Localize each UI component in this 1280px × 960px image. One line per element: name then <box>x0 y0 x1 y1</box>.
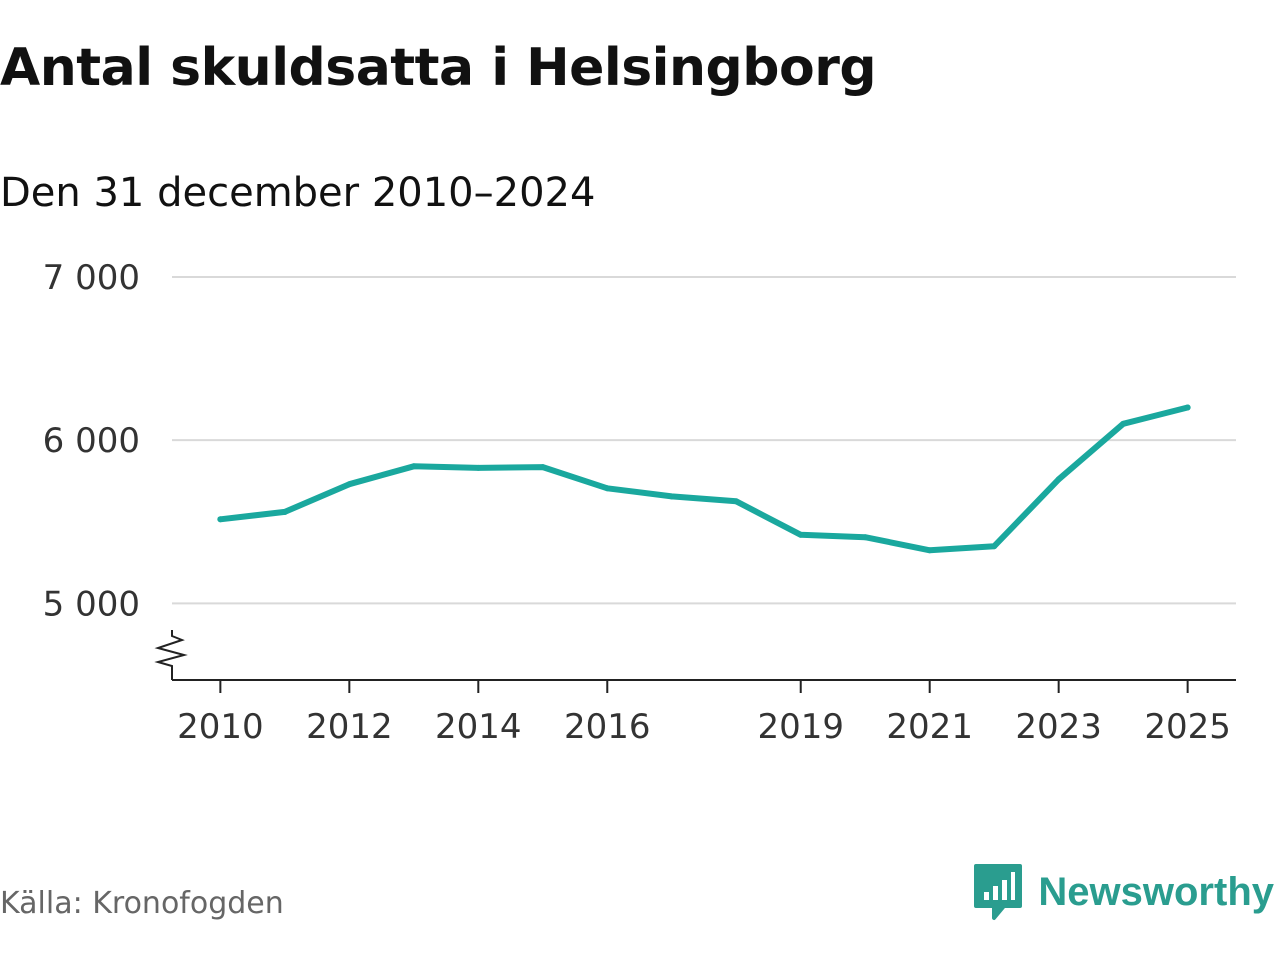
data-point <box>926 547 933 554</box>
newsworthy-logo-icon <box>974 864 1023 920</box>
data-point <box>281 508 288 515</box>
brand-name: Newsworthy <box>1038 869 1274 914</box>
data-point <box>1120 420 1127 427</box>
data-point <box>410 463 417 470</box>
data-point <box>668 493 675 500</box>
y-tick-label: 6 000 <box>43 421 140 461</box>
y-tick-label: 7 000 <box>43 258 140 298</box>
chart-title: Antal skuldsatta i Helsingborg <box>0 38 877 98</box>
x-tick-label: 2014 <box>435 707 522 747</box>
y-tick-label: 5 000 <box>43 584 140 624</box>
data-point <box>346 481 353 488</box>
data-point <box>539 464 546 471</box>
x-tick-label: 2010 <box>177 707 264 747</box>
data-point <box>862 534 869 541</box>
x-tick-label: 2021 <box>886 707 973 747</box>
series-line-0 <box>217 404 1191 554</box>
data-point <box>1055 476 1062 483</box>
x-tick-label: 2016 <box>564 707 651 747</box>
axis-break-icon <box>154 630 188 680</box>
data-point <box>217 516 224 523</box>
brand: Newsworthy <box>972 862 1274 922</box>
chart-subtitle: Den 31 december 2010–2024 <box>0 170 596 216</box>
data-point <box>475 464 482 471</box>
data-point <box>604 485 611 492</box>
data-point <box>1184 404 1191 411</box>
source-note: Källa: Kronofogden <box>0 886 284 921</box>
x-tick-label: 2012 <box>306 707 393 747</box>
data-point <box>991 543 998 550</box>
x-tick-label: 2023 <box>1015 707 1102 747</box>
x-tick-label: 2019 <box>757 707 844 747</box>
data-point <box>733 498 740 505</box>
x-tick-label: 2025 <box>1144 707 1231 747</box>
line-chart: 5 000 6 000 7 000 2010 2012 2014 2016 2019 2021 2… <box>43 258 1236 747</box>
data-point <box>797 531 804 538</box>
